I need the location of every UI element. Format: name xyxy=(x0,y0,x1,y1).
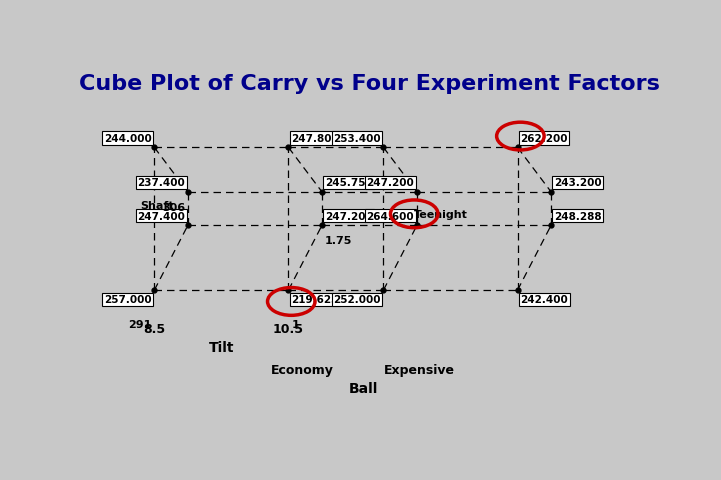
Text: Ball: Ball xyxy=(349,382,379,396)
Text: 244.000: 244.000 xyxy=(104,134,151,144)
Text: 1.75: 1.75 xyxy=(324,235,352,245)
Text: 8.5: 8.5 xyxy=(143,323,165,336)
Text: 252.000: 252.000 xyxy=(333,295,381,305)
Text: 264.600: 264.600 xyxy=(366,211,414,221)
Text: 257.000: 257.000 xyxy=(104,295,151,305)
Text: Cube Plot of Carry vs Four Experiment Factors: Cube Plot of Carry vs Four Experiment Fa… xyxy=(79,73,660,94)
Text: 1: 1 xyxy=(291,319,299,329)
Text: 219.623: 219.623 xyxy=(291,295,339,305)
Text: 247.200: 247.200 xyxy=(366,178,414,188)
Text: 262.200: 262.200 xyxy=(521,134,568,144)
Text: Shaft: Shaft xyxy=(141,200,174,210)
Text: 237.400: 237.400 xyxy=(138,178,185,188)
Text: 247.800: 247.800 xyxy=(291,134,339,144)
Text: Expensive: Expensive xyxy=(384,363,455,376)
Text: 247.400: 247.400 xyxy=(137,211,185,221)
Text: 306: 306 xyxy=(162,202,185,212)
Text: 10.5: 10.5 xyxy=(273,323,304,336)
Text: Teenight: Teenight xyxy=(414,209,468,219)
Text: 245.750: 245.750 xyxy=(324,178,373,188)
Text: Economy: Economy xyxy=(271,363,334,376)
Text: 248.288: 248.288 xyxy=(554,211,601,221)
Text: 242.400: 242.400 xyxy=(521,295,568,305)
Text: 247.200: 247.200 xyxy=(324,211,373,221)
Text: 291: 291 xyxy=(128,319,151,329)
Text: 243.200: 243.200 xyxy=(554,178,601,188)
Text: 253.400: 253.400 xyxy=(333,134,381,144)
Text: Tilt: Tilt xyxy=(208,341,234,355)
